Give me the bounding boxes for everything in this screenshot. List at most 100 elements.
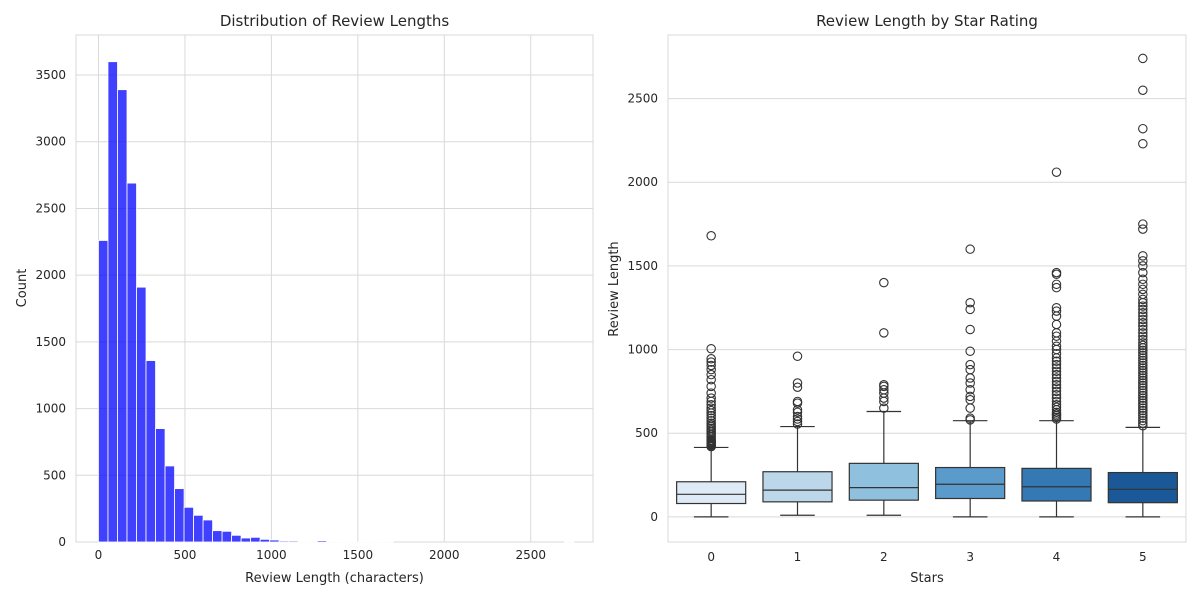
histogram-y-tick-label: 2000 <box>35 268 66 282</box>
boxplot-outlier <box>706 388 716 398</box>
boxplot-outlier <box>1138 334 1148 345</box>
boxplot-outlier <box>706 357 716 367</box>
boxplot-outlier <box>965 364 975 375</box>
boxplot-outlier <box>1138 318 1148 328</box>
boxplot-title: Review Length by Star Rating <box>816 12 1038 30</box>
boxplot-outlier <box>706 393 716 403</box>
boxplot-outlier <box>965 244 975 254</box>
boxplot-outlier <box>1138 328 1148 338</box>
boxplot-outlier <box>1138 338 1148 348</box>
histogram-bar <box>278 540 290 543</box>
boxplot-outlier <box>1138 261 1148 271</box>
histogram-bar <box>231 534 242 543</box>
histogram-x-tick-labels: 0 500 1000 1500 2000 2500 <box>95 548 546 562</box>
boxplot-outlier <box>1138 224 1148 234</box>
histogram-bar <box>155 428 166 543</box>
boxplot-outlier <box>706 403 716 413</box>
histogram-bar <box>297 540 309 543</box>
boxplot-x-tick-label: 3 <box>966 550 974 564</box>
boxplot-outlier <box>1138 398 1148 408</box>
boxplot-outlier <box>1051 341 1062 351</box>
boxplot-boxes <box>676 53 1178 518</box>
boxplot-outlier <box>1138 375 1148 386</box>
boxplot-outlier <box>1138 284 1148 295</box>
boxplot-outlier <box>965 384 975 395</box>
boxplot-outlier <box>792 419 803 429</box>
boxplot-outlier <box>1051 349 1062 359</box>
boxplot-outlier <box>1138 388 1148 398</box>
boxplot-outlier <box>792 382 803 392</box>
boxplot-outlier <box>706 415 716 426</box>
boxplot-outlier <box>1051 407 1062 418</box>
boxplot-x-axis-label: Stars <box>910 571 944 586</box>
boxplot-box-group <box>935 244 1006 518</box>
histogram-x-tick-label: 2000 <box>429 548 460 562</box>
histogram-bar <box>126 182 137 543</box>
histogram-bar <box>221 530 233 543</box>
boxplot-outlier <box>792 414 803 424</box>
boxplot-outlier <box>1051 363 1062 373</box>
boxplot-outlier <box>792 407 803 418</box>
boxplot-outlier <box>1051 267 1062 278</box>
boxplot-outlier <box>1138 294 1148 305</box>
boxplot-outlier <box>1138 321 1148 331</box>
boxplot-x-tick-label: 1 <box>794 550 802 564</box>
boxplot-outlier <box>1051 167 1062 177</box>
boxplot-outlier <box>1051 331 1062 341</box>
boxplot-outlier <box>965 297 975 308</box>
boxplot-x-tick-label: 0 <box>707 550 715 564</box>
boxplot-outlier <box>879 403 889 413</box>
boxplot-plot-area <box>667 34 1187 543</box>
boxplot-outlier <box>1138 289 1148 300</box>
boxplot-outlier <box>1138 360 1148 371</box>
boxplot-outlier <box>1051 386 1062 397</box>
boxplot-outlier <box>1138 256 1148 266</box>
boxplot-x-tick-label: 5 <box>1139 550 1147 564</box>
boxplot-outlier <box>1051 356 1062 367</box>
boxplot-outlier <box>1138 304 1148 315</box>
histogram-bar <box>107 61 118 543</box>
boxplot-outlier <box>706 364 716 375</box>
boxplot-outlier <box>706 381 716 392</box>
histogram-y-tick-label: 1500 <box>35 335 66 349</box>
boxplot-box <box>848 462 919 501</box>
histogram-bar <box>117 89 128 543</box>
boxplot-outlier <box>1138 383 1148 393</box>
boxplot-outlier <box>965 304 975 315</box>
boxplot-outlier <box>1138 139 1148 149</box>
boxplot-outlier <box>792 411 803 422</box>
boxplot-outlier <box>1138 395 1148 406</box>
boxplot-outlier <box>1138 363 1148 373</box>
boxplot-outlier <box>1138 53 1148 64</box>
boxplot-y-tick-label: 1000 <box>627 343 658 357</box>
boxplot-outlier <box>1138 380 1148 391</box>
boxplot-box <box>762 471 833 503</box>
histogram-bar <box>202 519 213 543</box>
boxplot-y-tick-label: 0 <box>650 510 658 524</box>
boxplot-outlier <box>1138 410 1148 421</box>
boxplot-outlier <box>792 351 803 362</box>
boxplot-outlier <box>1138 365 1148 376</box>
boxplot-outlier <box>1138 358 1148 368</box>
boxplot-outlier <box>1138 345 1148 356</box>
histogram-x-tick-label: 2500 <box>515 548 546 562</box>
boxplot-outlier <box>1138 314 1148 325</box>
boxplot-box <box>676 481 747 505</box>
boxplot-box <box>1021 467 1092 502</box>
histogram-x-tick-label: 500 <box>173 548 196 562</box>
boxplot-box-group <box>1021 167 1092 518</box>
boxplot-outlier <box>1138 400 1148 411</box>
boxplot-outlier <box>1138 123 1148 134</box>
boxplot-y-axis-label: Review Length <box>607 241 622 336</box>
boxplot-outlier <box>1051 369 1062 380</box>
boxplot-box-group <box>848 277 919 516</box>
histogram-bars <box>98 61 575 543</box>
histogram-y-axis-label: Count <box>15 269 30 308</box>
boxplot-box <box>935 466 1006 500</box>
histogram-y-tick-labels: 0 500 1000 1500 2000 2500 3000 3500 <box>35 68 66 549</box>
boxplot-outlier <box>1138 274 1148 285</box>
histogram-y-tick-label: 3500 <box>35 68 66 82</box>
histogram-bar <box>98 240 109 543</box>
boxplot-box-group <box>676 231 747 518</box>
boxplot-outlier <box>1138 408 1148 418</box>
